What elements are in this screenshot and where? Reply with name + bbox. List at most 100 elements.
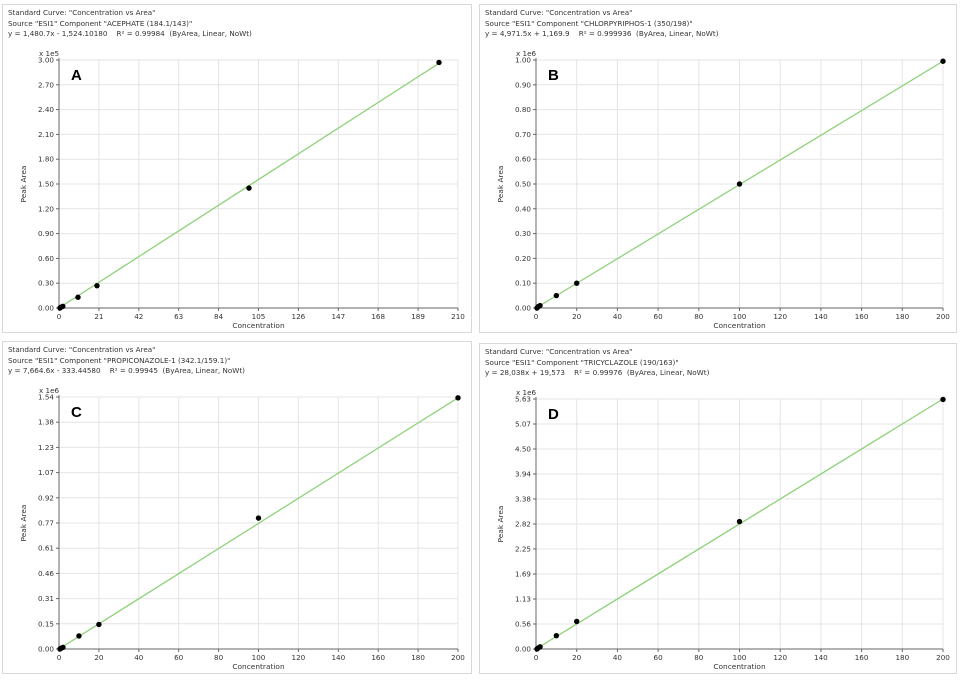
header-line-3: y = 4,971.5x + 1,169.9 R² = 0.999936 (By… <box>485 29 719 39</box>
x-tick-label: 0 <box>534 653 539 662</box>
x-tick-label: 100 <box>733 653 747 662</box>
y-tick-label: 2.25 <box>515 545 531 554</box>
y-tick-label: 0.10 <box>515 279 531 288</box>
y-tick-label: 0.46 <box>38 569 54 578</box>
y-tick-label: 1.50 <box>38 180 54 189</box>
y-multiplier-label: x 1e5 <box>39 49 59 58</box>
x-tick-label: 40 <box>613 653 623 662</box>
chart-header-c: Standard Curve: "Concentration vs Area" … <box>8 345 245 377</box>
y-tick-label: 1.00 <box>515 56 531 65</box>
y-tick-label: 1.69 <box>515 570 531 579</box>
y-tick-label: 0.80 <box>515 105 531 114</box>
x-tick-label: 180 <box>895 312 909 321</box>
chart-header-d: Standard Curve: "Concentration vs Area" … <box>485 347 709 379</box>
y-tick-label: 2.82 <box>515 520 531 529</box>
y-tick-label: 0.00 <box>38 304 54 313</box>
panel-letter: D <box>548 406 559 423</box>
y-tick-label: 1.20 <box>38 204 54 213</box>
y-axis-label: Peak Area <box>19 505 28 542</box>
chart-panel-b: Standard Curve: "Concentration vs Area" … <box>479 4 957 333</box>
data-point <box>940 58 946 64</box>
y-tick-label: 1.07 <box>38 468 54 477</box>
y-tick-label: 0.30 <box>38 279 54 288</box>
header-line-2: Source "ESI1" Component "ACEPHATE (184.1… <box>8 18 193 28</box>
x-tick-label: 20 <box>572 653 582 662</box>
data-point <box>255 515 262 521</box>
x-tick-label: 126 <box>292 312 306 321</box>
x-tick-label: 105 <box>252 312 266 321</box>
y-tick-label: 0.15 <box>38 619 54 628</box>
chart-panel-a: Standard Curve: "Concentration vs Area" … <box>2 4 472 333</box>
header-line-3: y = 1,480.7x - 1,524.10180 R² = 0.99984 … <box>8 29 252 39</box>
header-line-2: Source "ESI1" Component "CHLORPYRIPHOS-1… <box>485 18 693 28</box>
panel-letter: B <box>548 67 559 84</box>
x-tick-label: 200 <box>451 653 465 662</box>
x-tick-label: 180 <box>895 653 909 662</box>
x-tick-label: 84 <box>214 312 224 321</box>
y-tick-label: 3.38 <box>515 495 531 504</box>
x-tick-label: 60 <box>654 653 664 662</box>
y-tick-label: 0.30 <box>515 229 531 238</box>
x-tick-label: 80 <box>214 653 224 662</box>
data-point <box>574 618 580 625</box>
y-tick-label: 0.56 <box>515 620 531 629</box>
x-axis-label: Concentration <box>232 662 285 671</box>
chart-svg-b: 0 20 40 60 80 100 120 140 160 180 200 0.00 0.10 0.20 0… <box>496 49 950 330</box>
data-point <box>75 294 81 300</box>
x-tick-label: 160 <box>371 653 385 662</box>
x-tick-label: 120 <box>292 653 306 662</box>
y-tick-label: 1.13 <box>515 595 531 604</box>
data-point <box>436 59 442 66</box>
y-axis-label: Peak Area <box>496 506 505 543</box>
x-tick-label: 160 <box>855 653 869 662</box>
data-point <box>553 632 560 639</box>
data-point <box>246 185 252 191</box>
x-tick-label: 0 <box>57 312 62 321</box>
x-tick-label: 20 <box>572 312 582 321</box>
x-tick-label: 21 <box>94 312 103 321</box>
x-tick-label: 168 <box>371 312 385 321</box>
data-point <box>76 633 82 639</box>
y-tick-label: 0.00 <box>515 645 531 654</box>
y-tick-label: 1.80 <box>38 155 54 164</box>
data-point <box>574 280 580 286</box>
x-tick-label: 180 <box>411 653 425 662</box>
x-tick-label: 0 <box>534 312 539 321</box>
data-point <box>96 621 102 628</box>
y-tick-label: 0.92 <box>38 493 54 502</box>
y-multiplier-label: x 1e6 <box>39 386 60 395</box>
y-tick-label: 5.63 <box>515 395 531 404</box>
y-axis-label: Peak Area <box>496 166 505 203</box>
panel-letter: A <box>71 67 82 84</box>
x-tick-label: 210 <box>451 312 465 321</box>
x-tick-label: 120 <box>773 653 787 662</box>
x-axis-label: Concentration <box>713 321 766 330</box>
x-tick-label: 160 <box>855 312 869 321</box>
x-tick-label: 100 <box>733 312 747 321</box>
y-multiplier-label: x 1e6 <box>516 388 537 397</box>
fit-line <box>58 397 459 650</box>
header-line-3: y = 7,664.6x - 333.44580 R² = 0.99945 (B… <box>8 366 245 376</box>
y-tick-label: 0.00 <box>515 304 531 313</box>
y-tick-label: 1.38 <box>38 418 54 427</box>
y-tick-label: 0.00 <box>38 645 54 654</box>
x-tick-label: 100 <box>252 653 266 662</box>
x-tick-label: 20 <box>94 653 104 662</box>
header-line-2: Source "ESI1" Component "PROPICONAZOLE-1… <box>8 355 231 365</box>
y-tick-label: 2.10 <box>38 130 54 139</box>
y-tick-label: 3.94 <box>515 470 531 479</box>
x-tick-label: 60 <box>654 312 664 321</box>
y-axis-label: Peak Area <box>19 166 28 203</box>
y-tick-label: 3.00 <box>38 56 54 65</box>
data-point <box>553 292 560 299</box>
data-point <box>455 395 461 401</box>
x-tick-label: 140 <box>814 312 828 321</box>
x-tick-label: 60 <box>174 653 184 662</box>
y-tick-label: 0.50 <box>515 180 531 189</box>
x-tick-label: 80 <box>694 312 704 321</box>
x-axis-label: Concentration <box>232 321 285 330</box>
y-tick-label: 1.54 <box>38 393 54 402</box>
y-tick-label: 5.07 <box>515 420 531 429</box>
data-point <box>537 302 543 309</box>
x-tick-label: 189 <box>411 312 425 321</box>
